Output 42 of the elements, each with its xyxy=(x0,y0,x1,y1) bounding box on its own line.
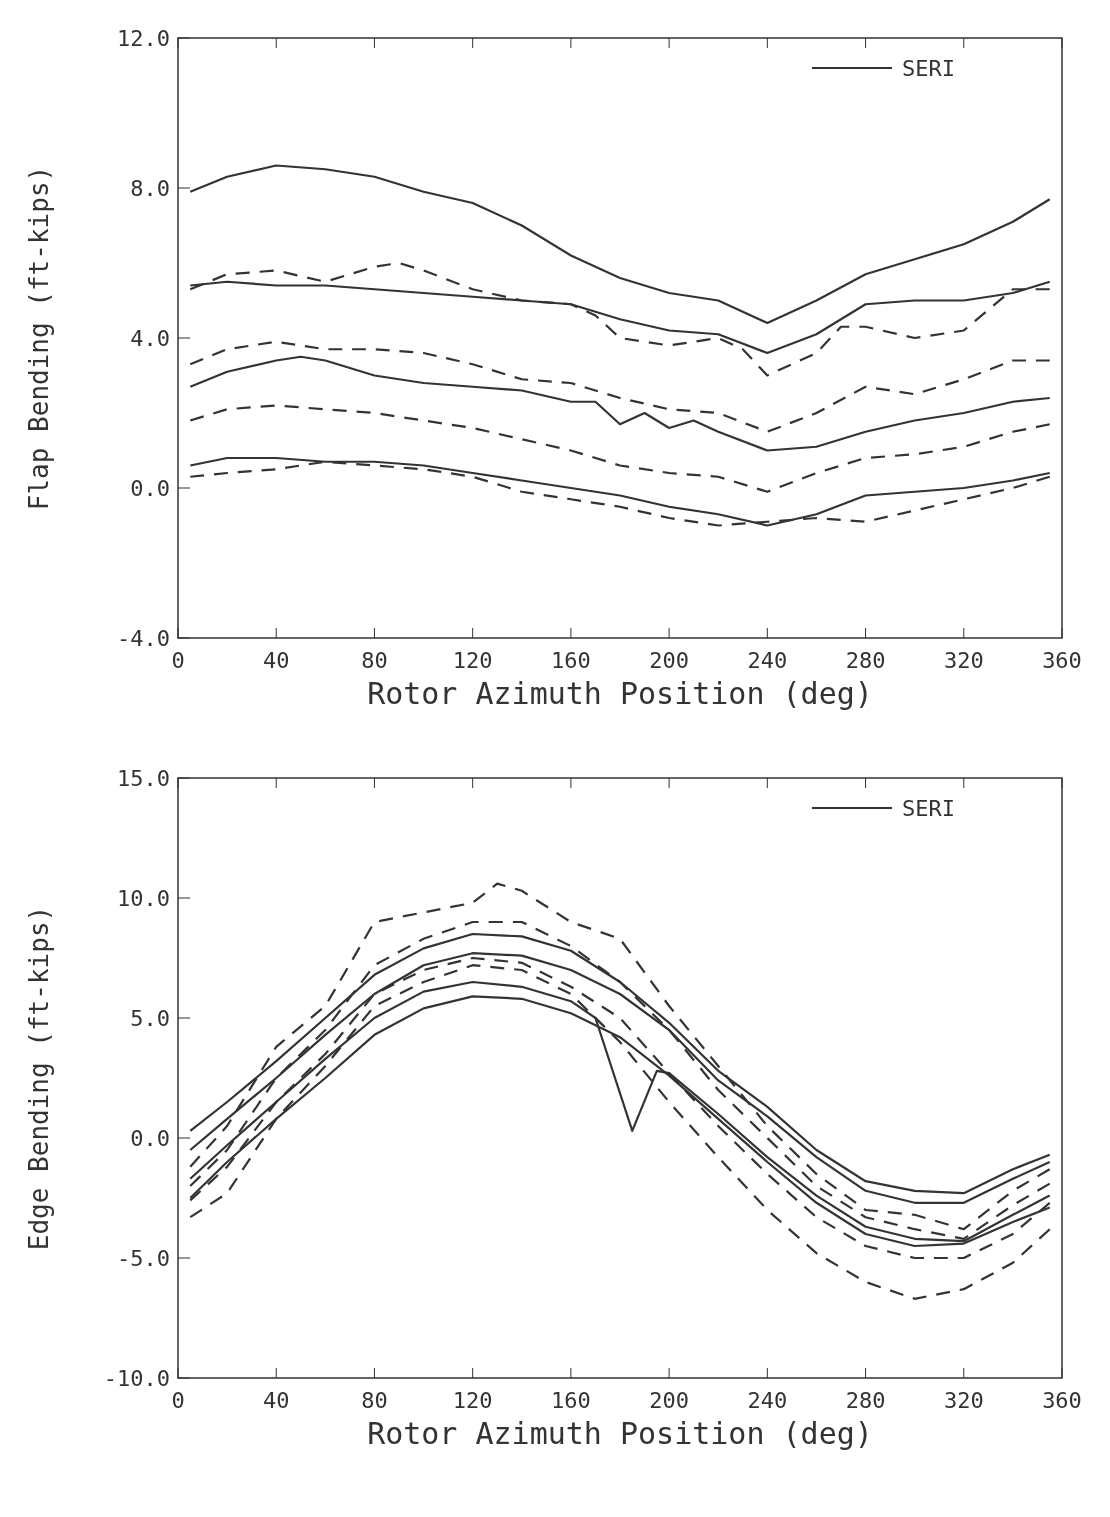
line-series xyxy=(189,340,1051,433)
y-tick-label: -4.0 xyxy=(117,625,170,651)
x-tick-label: 240 xyxy=(747,648,788,673)
x-tick-label: 0 xyxy=(171,1388,185,1413)
x-tick-label: 160 xyxy=(551,648,591,673)
y-tick-label: 15.0 xyxy=(117,765,170,791)
x-tick-label: 200 xyxy=(649,648,689,673)
y-tick-label: 12.0 xyxy=(117,25,170,51)
y-tick-label: 4.0 xyxy=(130,325,170,351)
x-tick-label: 40 xyxy=(262,648,290,673)
x-tick-label: 120 xyxy=(452,1388,493,1413)
x-tick-label: 120 xyxy=(452,648,493,673)
x-tick-label: 320 xyxy=(943,1388,984,1413)
x-tick-label: 280 xyxy=(845,648,886,673)
y-tick-label: 5.0 xyxy=(130,1005,170,1031)
y-tick-label: -10.0 xyxy=(103,1365,170,1391)
legend-label: SERI xyxy=(902,55,955,81)
x-tick-label: 200 xyxy=(649,1388,689,1413)
x-axis-title: Rotor Azimuth Position (deg) xyxy=(367,1416,873,1451)
x-tick-label: 360 xyxy=(1042,648,1082,673)
x-tick-label: 160 xyxy=(551,1388,591,1413)
legend-label: SERI xyxy=(902,795,955,821)
line-series xyxy=(189,261,1051,377)
y-tick-label: 0.0 xyxy=(130,475,170,501)
x-tick-label: 320 xyxy=(943,648,984,673)
x-tick-label: 80 xyxy=(361,1388,388,1413)
y-tick-label: 8.0 xyxy=(130,175,170,201)
x-tick-label: 240 xyxy=(747,1388,788,1413)
x-tick-label: 80 xyxy=(361,648,388,673)
x-tick-label: 40 xyxy=(262,1388,290,1413)
line-series xyxy=(189,404,1051,493)
y-tick-label: 0.0 xyxy=(130,1125,170,1151)
y-axis-title: Flap Bending (ft-kips) xyxy=(24,165,54,511)
line-series xyxy=(189,355,1051,452)
x-tick-label: 280 xyxy=(845,1388,886,1413)
x-axis-title: Rotor Azimuth Position (deg) xyxy=(367,676,873,711)
x-tick-label: 0 xyxy=(171,648,185,673)
y-axis-title: Edge Bending (ft-kips) xyxy=(24,905,54,1251)
y-tick-label: -5.0 xyxy=(117,1245,170,1271)
y-tick-label: 10.0 xyxy=(117,885,170,911)
line-series xyxy=(189,164,1051,325)
x-tick-label: 360 xyxy=(1042,1388,1082,1413)
